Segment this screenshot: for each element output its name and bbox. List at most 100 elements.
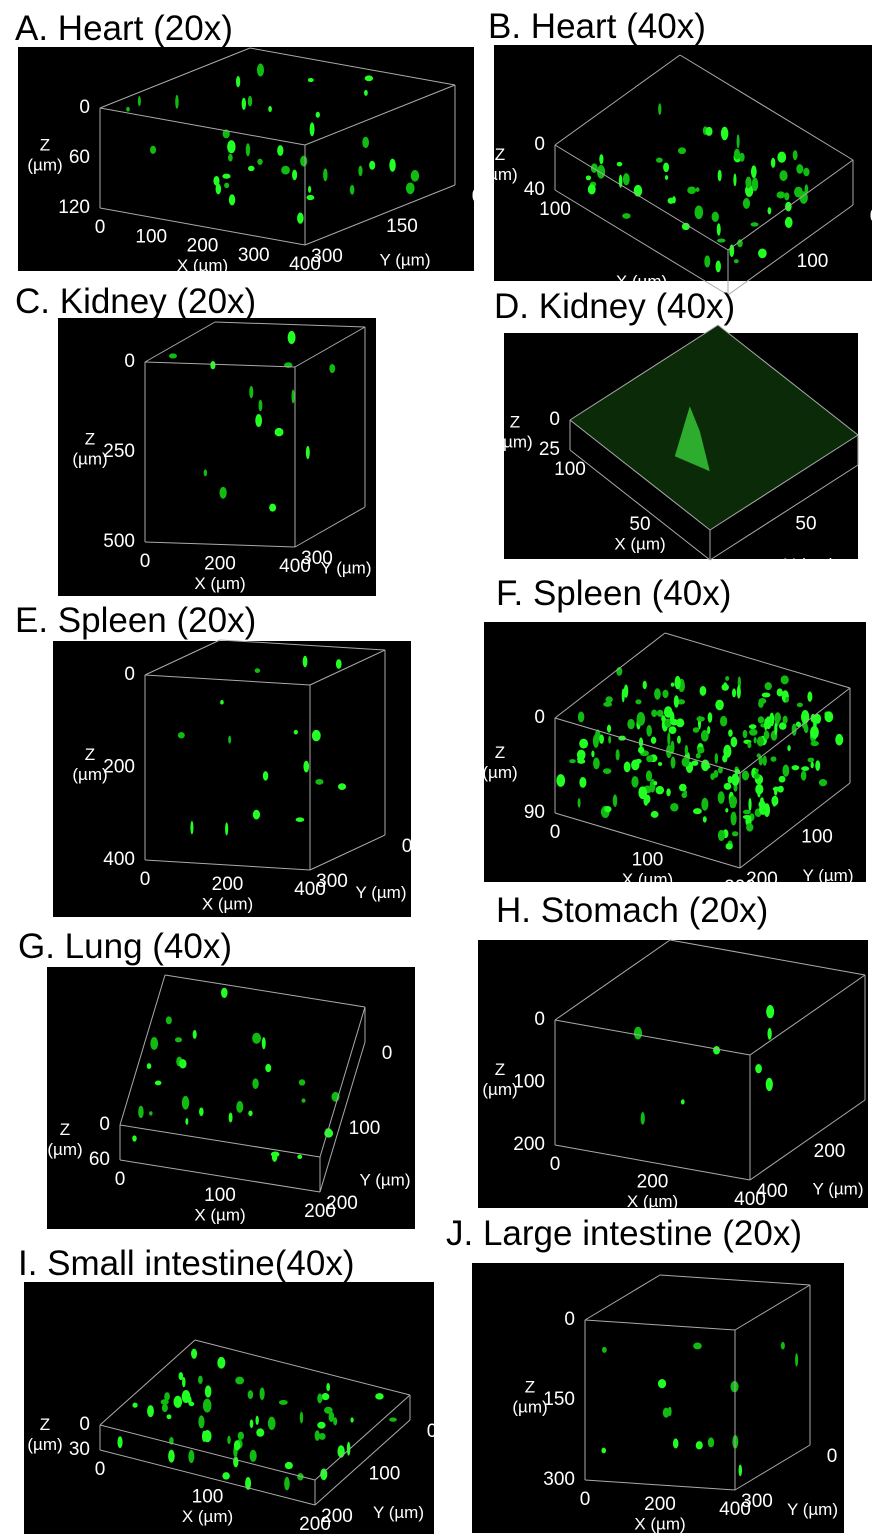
fluorescent-spot bbox=[228, 736, 231, 744]
fluorescent-spot bbox=[333, 1417, 337, 1425]
fluorescent-spot bbox=[228, 154, 233, 162]
fluorescent-spot bbox=[269, 504, 276, 512]
fluorescent-spot bbox=[322, 1393, 330, 1400]
z-axis-unit: (µm) bbox=[482, 1080, 517, 1099]
fluorescent-spot bbox=[210, 361, 215, 369]
z-tick-label: 300 bbox=[543, 1469, 575, 1490]
fluorescent-spot bbox=[623, 173, 630, 185]
fluorescent-spot bbox=[682, 757, 690, 767]
z-tick-label: 60 bbox=[69, 147, 90, 168]
fluorescent-spot bbox=[669, 726, 677, 734]
fluorescent-spot bbox=[236, 1101, 243, 1113]
fluorescent-spot bbox=[190, 821, 193, 835]
z-axis-unit: (µm) bbox=[482, 763, 517, 782]
fluorescent-spot bbox=[285, 1462, 293, 1469]
fluorescent-spot bbox=[358, 166, 362, 176]
fluorescent-spot bbox=[185, 1118, 188, 1125]
fluorescent-spot bbox=[793, 150, 798, 160]
fluorescent-spot bbox=[229, 194, 235, 205]
fluorescent-spot bbox=[369, 161, 375, 170]
fluorescent-spot bbox=[654, 688, 661, 699]
fluorescent-spot bbox=[693, 808, 702, 814]
fluorescent-spot bbox=[579, 739, 588, 749]
fluorescent-spot bbox=[670, 719, 678, 726]
fluorescent-spot bbox=[132, 1135, 136, 1141]
y-tick-label: 0 bbox=[382, 508, 393, 529]
z-axis-label: Z bbox=[85, 429, 95, 448]
fluorescent-spot bbox=[677, 736, 681, 744]
panel-title: J. Large intestine (20x) bbox=[446, 1214, 802, 1253]
fluorescent-spot bbox=[147, 1405, 154, 1417]
fluorescent-spot bbox=[253, 810, 260, 820]
fluorescent-spot bbox=[350, 1417, 353, 1422]
x-tick-label: 100 bbox=[204, 1185, 236, 1206]
fluorescent-spot bbox=[658, 1379, 666, 1388]
fluorescent-spot bbox=[732, 688, 736, 697]
fluorescent-spot bbox=[737, 134, 740, 148]
fluorescent-spot bbox=[411, 170, 419, 182]
fluorescent-spot bbox=[248, 1110, 252, 1116]
y-axis-label: Y (µm) bbox=[379, 250, 430, 269]
fluorescent-spot bbox=[250, 1450, 257, 1462]
fluorescent-spot bbox=[586, 175, 591, 180]
z-axis-label: Z bbox=[525, 1377, 535, 1396]
y-tick-label: 0 bbox=[427, 1421, 438, 1442]
fluorescent-spot bbox=[743, 198, 750, 209]
y-tick-label: 0 bbox=[382, 1043, 393, 1064]
fluorescent-spot bbox=[701, 759, 709, 771]
fluorescent-spot bbox=[835, 734, 843, 746]
fluorescent-spot bbox=[203, 1430, 211, 1442]
x-tick-label: 0 bbox=[580, 1489, 591, 1510]
fluorescent-spot bbox=[132, 1403, 137, 1408]
fluorescent-spot bbox=[639, 737, 643, 747]
fluorescent-spot bbox=[681, 792, 687, 798]
fluorescent-spot bbox=[723, 745, 731, 758]
image-background bbox=[24, 1282, 434, 1534]
x-tick-label: 200 bbox=[644, 1494, 676, 1515]
fluorescent-spot bbox=[807, 691, 812, 702]
x-axis-label: X (µm) bbox=[194, 574, 245, 593]
fluorescent-spot bbox=[646, 770, 652, 781]
fluorescent-spot bbox=[739, 153, 744, 162]
fluorescent-spot bbox=[694, 206, 703, 220]
fluorescent-spot bbox=[708, 712, 713, 722]
fluorescent-spot bbox=[193, 1030, 197, 1039]
fluorescent-spot bbox=[666, 788, 670, 796]
fluorescent-spot bbox=[288, 331, 296, 344]
fluorescent-spot bbox=[375, 1393, 383, 1400]
fluorescent-spot bbox=[299, 1079, 305, 1085]
fluorescent-spot bbox=[272, 1152, 277, 1161]
fluorescent-spot bbox=[268, 106, 272, 112]
fluorescent-spot bbox=[166, 1016, 172, 1024]
fluorescent-spot bbox=[751, 222, 759, 226]
x-tick-label: 0 bbox=[550, 1154, 561, 1175]
fluorescent-spot bbox=[281, 166, 290, 175]
fluorescent-spot bbox=[715, 753, 718, 764]
fluorescent-spot bbox=[126, 107, 130, 112]
fluorescent-spot bbox=[222, 1472, 230, 1479]
fluorescent-spot bbox=[262, 1037, 266, 1049]
fluorescent-spot bbox=[227, 140, 235, 153]
fluorescent-spot bbox=[182, 1096, 189, 1110]
fluorescent-spot bbox=[317, 1393, 322, 1403]
y-tick-label: 200 bbox=[734, 296, 766, 317]
fluorescent-spot bbox=[749, 724, 757, 729]
fluorescent-spot bbox=[819, 779, 827, 786]
fluorescent-spot bbox=[252, 1033, 261, 1044]
figure: A. Heart (20x)060120Z(µm)0100200300400X … bbox=[0, 0, 890, 1534]
fluorescent-spot bbox=[762, 692, 771, 697]
fluorescent-spot bbox=[731, 812, 737, 826]
fluorescent-spot bbox=[242, 98, 246, 110]
z-tick-label: 0 bbox=[124, 351, 135, 372]
z-tick-label: 90 bbox=[524, 802, 545, 823]
fluorescent-spot bbox=[708, 1437, 714, 1447]
y-axis-label: Y (µm) bbox=[787, 1500, 838, 1519]
fluorescent-spot bbox=[693, 727, 699, 733]
fluorescent-spot bbox=[323, 168, 327, 181]
fluorescent-spot bbox=[742, 771, 749, 781]
fluorescent-spot bbox=[198, 1415, 204, 1428]
fluorescent-spot bbox=[605, 696, 612, 703]
fluorescent-spot bbox=[336, 659, 342, 669]
fluorescent-spot bbox=[178, 732, 185, 738]
